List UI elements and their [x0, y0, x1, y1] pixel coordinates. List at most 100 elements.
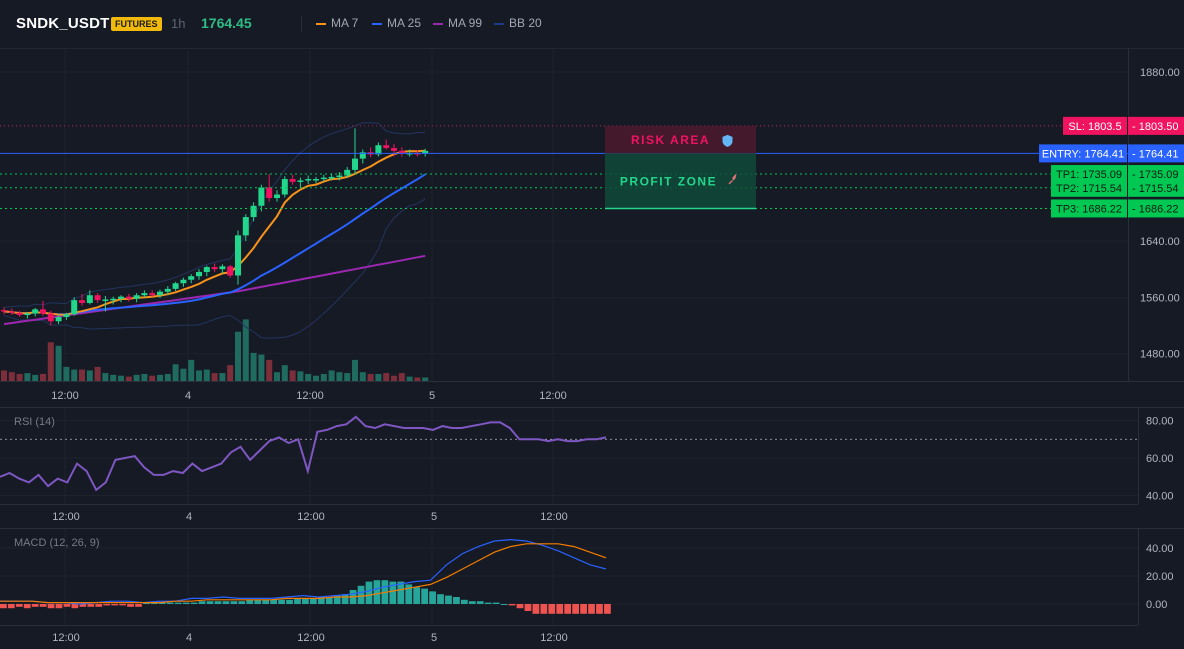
- candle-body: [242, 217, 249, 236]
- macd-histogram-bar: [190, 602, 198, 604]
- volume-bar: [172, 364, 179, 381]
- macd-histogram-bar: [325, 597, 333, 604]
- volume-bar: [141, 373, 148, 381]
- macd-histogram-bar: [103, 604, 111, 606]
- volume-bar: [219, 373, 226, 381]
- symbol-title[interactable]: SNDK_USDT: [16, 15, 110, 32]
- volume-bar: [203, 369, 210, 381]
- macd-histogram-bar: [262, 599, 270, 604]
- legend-ma25[interactable]: MA 25: [372, 16, 421, 30]
- volume-bar: [188, 359, 195, 381]
- macd-histogram-bar: [166, 602, 174, 604]
- sl-tag-label: SL: 1803.5: [1068, 121, 1121, 133]
- candle-body: [274, 194, 280, 199]
- macd-histogram-bar: [7, 604, 15, 609]
- macd-histogram-bar: [405, 584, 413, 604]
- macd-histogram-bar: [548, 604, 556, 614]
- macd-histogram-bar: [182, 602, 190, 604]
- macd-histogram-bar: [468, 601, 476, 604]
- entry-tag: [1039, 144, 1127, 163]
- price-tick-label: 1560.00: [1140, 292, 1180, 304]
- volume-bar: [211, 373, 218, 381]
- legend-ma99[interactable]: MA 99: [433, 16, 482, 30]
- candle-body: [227, 266, 234, 276]
- time-tick-label: 12:00: [51, 390, 79, 402]
- volume-bar: [118, 375, 124, 381]
- macd-histogram-bar: [286, 599, 293, 604]
- rsi-tick-label: 60.00: [1146, 453, 1174, 465]
- timeframe-label[interactable]: 1h: [171, 16, 186, 31]
- volume-bar: [71, 369, 78, 381]
- profit-zone-label: PROFIT ZONE: [620, 174, 717, 188]
- volume-bar: [414, 377, 421, 381]
- time-tick-label: 4: [186, 632, 192, 644]
- macd-histogram-bar: [484, 602, 492, 604]
- macd-histogram-bar: [302, 598, 309, 604]
- futures-badge: FUTURES: [111, 17, 162, 31]
- candle-body: [40, 309, 46, 314]
- macd-histogram-bar: [500, 604, 508, 605]
- header-divider: [301, 16, 302, 32]
- candle-body: [125, 296, 132, 299]
- candle-body: [55, 317, 62, 322]
- entry-tag-label: ENTRY: 1764.41: [1042, 148, 1124, 160]
- macd-histogram-bar: [492, 602, 500, 604]
- legend-bb20[interactable]: BB 20: [494, 16, 542, 30]
- candle-body: [1, 310, 7, 312]
- macd-histogram-bar: [151, 602, 158, 604]
- entry-price-tag: [1128, 144, 1184, 163]
- macd-histogram-bar: [119, 604, 126, 606]
- candle-body: [149, 293, 156, 296]
- volume-bar: [344, 373, 351, 381]
- volume-bar: [336, 372, 343, 381]
- volume-bar: [125, 376, 132, 381]
- tp-tag-label: TP1: 1735.09: [1056, 169, 1122, 181]
- price-pane[interactable]: RISK AREA PROFIT ZONE: [0, 49, 1184, 381]
- macd-histogram-bar: [214, 601, 222, 604]
- volume-bar: [32, 374, 39, 381]
- candle-body: [141, 293, 148, 296]
- time-tick-label: 4: [186, 511, 192, 523]
- rsi-tick-label: 40.00: [1146, 491, 1174, 503]
- candle-body: [336, 175, 343, 178]
- signal-line: [0, 543, 607, 604]
- macd-histogram-bar: [31, 604, 39, 607]
- candle-body: [297, 180, 304, 182]
- time-tick-label: 4: [185, 390, 191, 402]
- macd-histogram-bar: [397, 581, 405, 604]
- macd-histogram-bar: [71, 604, 79, 609]
- volume-bar: [94, 366, 101, 381]
- macd-histogram-bar: [476, 601, 484, 604]
- candle-body: [196, 271, 202, 277]
- shield-icon: [722, 134, 733, 147]
- time-tick-label: 12:00: [540, 632, 568, 644]
- legend-ma7[interactable]: MA 7: [316, 16, 358, 30]
- tp-price-tag: [1128, 199, 1184, 218]
- candle-body: [305, 179, 312, 181]
- macd-histogram-bar: [317, 597, 325, 604]
- volume-bar: [352, 359, 358, 381]
- time-tick-label: 5: [431, 632, 437, 644]
- macd-histogram-bar: [15, 604, 23, 607]
- macd-line: [0, 538, 607, 605]
- rsi-pane[interactable]: RSI (14): [0, 408, 1138, 504]
- candle-body: [180, 279, 187, 284]
- macd-histogram-bar: [23, 604, 31, 609]
- candle-body: [110, 298, 117, 301]
- macd-histogram-bar: [87, 604, 95, 607]
- macd-pane[interactable]: MACD (12, 26, 9): [0, 529, 1138, 625]
- candle-body: [32, 309, 39, 314]
- volume-bar: [16, 373, 23, 381]
- macd-histogram-bar: [39, 604, 47, 607]
- macd-histogram-bar: [564, 604, 572, 614]
- macd-histogram-bar: [95, 604, 103, 607]
- volume-bar: [157, 374, 163, 381]
- macd-histogram-bar: [572, 604, 580, 614]
- rsi-title: RSI (14): [14, 416, 55, 428]
- macd-histogram-bar: [47, 604, 55, 609]
- macd-histogram-bar: [596, 604, 603, 614]
- macd-tick-label: 20.00: [1146, 571, 1174, 583]
- tp-tag-label: TP2: 1715.54: [1056, 183, 1122, 195]
- volume-bar: [422, 377, 429, 381]
